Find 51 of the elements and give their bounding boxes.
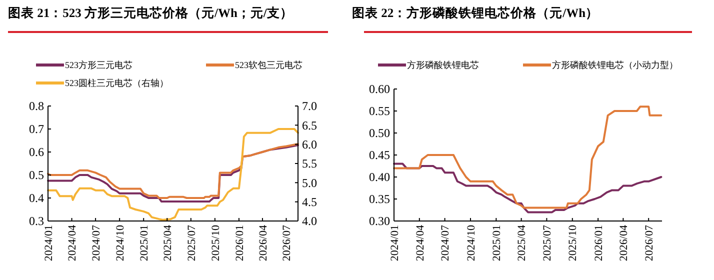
y-tick-label: 0.35 bbox=[369, 192, 390, 206]
x-tick-label: 2026/01 bbox=[234, 225, 246, 262]
x-tick-label: 2024/04 bbox=[66, 224, 79, 262]
y2-tick-label: 4.5 bbox=[302, 195, 317, 210]
x-tick-label: 2024/10 bbox=[465, 224, 478, 262]
line-series bbox=[393, 162, 662, 214]
legend-label: 方形磷酸铁锂电芯 bbox=[407, 60, 479, 70]
x-tick-label: 2026/04 bbox=[618, 224, 630, 262]
legend-label: 523圆柱三元电芯（右轴） bbox=[65, 78, 168, 88]
y2-tick-label: 4.0 bbox=[302, 214, 317, 228]
legend-label: 523软包三元电芯 bbox=[235, 60, 302, 70]
y-tick-label: 0.4 bbox=[29, 191, 44, 206]
x-tick-label: 2025/04 bbox=[516, 224, 528, 262]
x-tick-label: 2025/07 bbox=[542, 224, 554, 262]
y-tick-label: 0.6 bbox=[29, 145, 44, 160]
y-tick-label: 0.45 bbox=[369, 148, 390, 162]
legend-label: 方形磷酸铁锂电芯（小动力型） bbox=[552, 60, 678, 70]
x-tick-label: 2024/07 bbox=[90, 224, 102, 262]
y-tick-label: 0.5 bbox=[29, 168, 44, 182]
line-series bbox=[393, 106, 662, 209]
x-tick-label: 2024/07 bbox=[440, 224, 452, 262]
x-tick-label: 2026/04 bbox=[257, 224, 270, 262]
x-tick-label: 2026/07 bbox=[281, 224, 294, 262]
legend-label: 523方形三元电芯 bbox=[65, 60, 132, 70]
y2-tick-label: 5.0 bbox=[302, 176, 317, 190]
y2-tick-label: 6.5 bbox=[302, 118, 317, 132]
y-tick-label: 0.60 bbox=[369, 82, 390, 96]
x-tick-label: 2024/04 bbox=[414, 224, 426, 262]
y-tick-label: 0.40 bbox=[369, 170, 390, 184]
x-tick-label: 2025/01 bbox=[138, 225, 150, 262]
x-tick-label: 2025/10 bbox=[567, 224, 580, 262]
y-tick-label: 0.55 bbox=[369, 104, 390, 118]
x-tick-label: 2026/07 bbox=[643, 224, 656, 262]
x-tick-label: 2025/01 bbox=[491, 225, 504, 262]
x-tick-label: 2025/07 bbox=[186, 224, 198, 262]
y2-tick-label: 7.0 bbox=[302, 99, 317, 114]
y-tick-label: 0.7 bbox=[29, 122, 44, 136]
x-tick-label: 2026/01 bbox=[592, 225, 605, 262]
y2-tick-label: 6.0 bbox=[302, 138, 317, 152]
x-tick-label: 2024/01 bbox=[42, 225, 55, 262]
y-tick-label: 0.3 bbox=[29, 214, 44, 228]
chart-title: 图表 22：方形磷酸铁锂电芯价格（元/Wh） bbox=[352, 5, 599, 20]
x-tick-label: 2025/10 bbox=[210, 224, 222, 262]
y-tick-label: 0.8 bbox=[29, 99, 44, 114]
x-tick-label: 2025/04 bbox=[162, 224, 174, 262]
y2-tick-label: 5.5 bbox=[302, 156, 317, 171]
y-tick-label: 0.50 bbox=[369, 126, 390, 140]
y-tick-label: 0.30 bbox=[369, 214, 390, 228]
chart-title: 图表 21：523 方形三元电芯价格（元/Wh；元/支） bbox=[8, 5, 293, 20]
x-tick-label: 2024/01 bbox=[388, 225, 401, 262]
x-tick-label: 2024/10 bbox=[114, 224, 126, 262]
